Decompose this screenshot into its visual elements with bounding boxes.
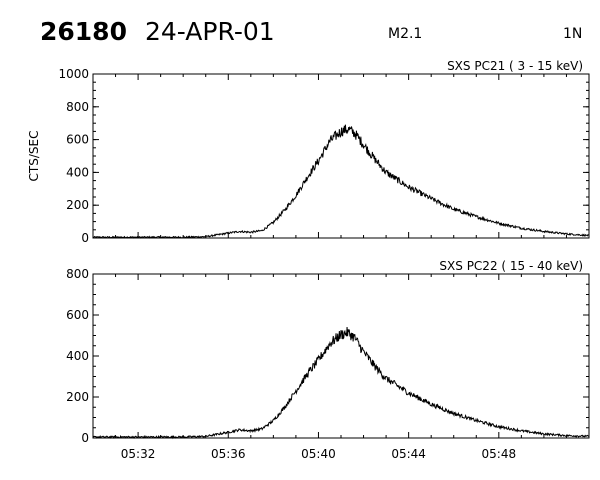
panel-sxs-pc22: SXS PC22 ( 15 - 40 keV) 0 200 400 600 800 05:3… bbox=[66, 259, 590, 461]
event-id: 26180 bbox=[40, 17, 127, 46]
x-tick-label: 05:48 bbox=[482, 447, 517, 461]
y-tick-label: 400 bbox=[66, 349, 89, 363]
y-axis-label: CTS/SEC bbox=[27, 131, 41, 182]
y-tick-label: 0 bbox=[81, 231, 89, 245]
event-date: 24-APR-01 bbox=[145, 17, 275, 46]
flare-location: 1N bbox=[563, 26, 582, 42]
y-tick-label: 200 bbox=[66, 198, 89, 212]
y-tick-label: 800 bbox=[66, 267, 89, 281]
panel-sxs-pc21: SXS PC21 ( 3 - 15 keV) 0 200 400 600 800 1000 C… bbox=[27, 59, 590, 245]
y-tick-label: 800 bbox=[66, 100, 89, 114]
x-tick-label: 05:32 bbox=[121, 447, 156, 461]
y-tick-label: 1000 bbox=[58, 67, 89, 81]
y-tick-label: 600 bbox=[66, 308, 89, 322]
series-line bbox=[92, 124, 590, 239]
x-tick-label: 05:40 bbox=[301, 447, 336, 461]
y-tick-label: 0 bbox=[81, 431, 89, 445]
x-tick-label: 05:36 bbox=[211, 447, 246, 461]
y-tick-label: 200 bbox=[66, 390, 89, 404]
flare-class: M2.1 bbox=[388, 26, 422, 42]
panel-title: SXS PC22 ( 15 - 40 keV) bbox=[439, 259, 583, 273]
y-tick-label: 400 bbox=[66, 165, 89, 179]
y-tick-label: 600 bbox=[66, 133, 89, 147]
x-tick-label: 05:44 bbox=[391, 447, 426, 461]
series-line bbox=[92, 327, 590, 440]
panel-title: SXS PC21 ( 3 - 15 keV) bbox=[447, 59, 583, 73]
